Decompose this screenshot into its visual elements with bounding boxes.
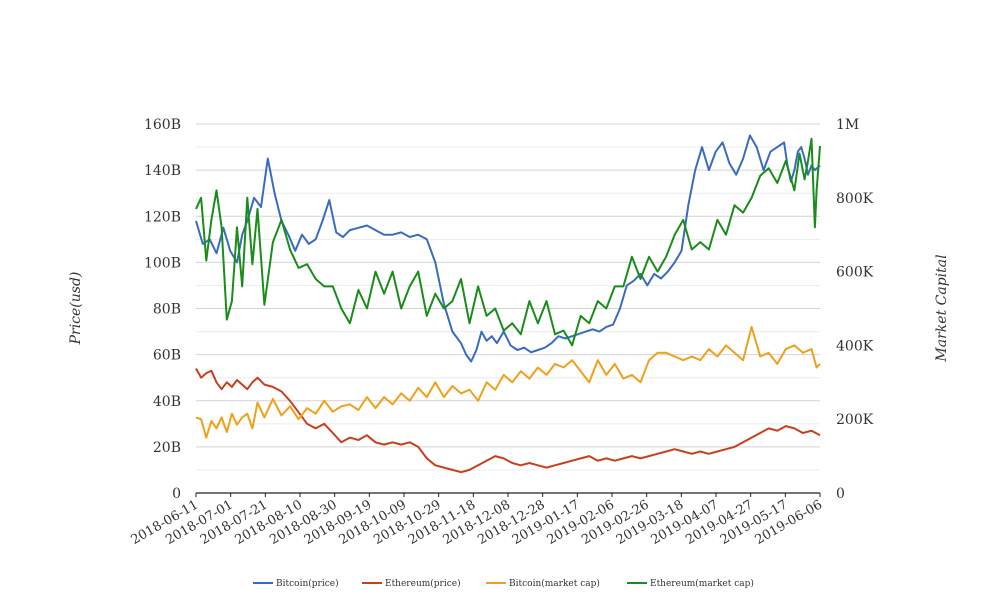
- left-tick-label: 100B: [144, 255, 181, 271]
- right-axis-title: Market Capital: [934, 254, 950, 362]
- series-layer: [195, 134, 821, 474]
- right-tick-label: 0: [836, 486, 845, 502]
- right-tick-label: 1M: [836, 117, 859, 133]
- series-line-ethereum-price: [195, 368, 821, 474]
- left-tick-label: 0: [172, 486, 181, 502]
- series-line-ethereum-market-cap: [195, 137, 821, 347]
- left-tick-label: 140B: [144, 163, 181, 179]
- left-tick-label: 60B: [153, 348, 181, 364]
- right-tick-label: 400K: [836, 338, 874, 354]
- left-axis-ticks: 0 20B 40B 60B 80B 100B 120B 140B 160B: [144, 117, 181, 502]
- left-tick-label: 40B: [153, 394, 181, 410]
- series-line-bitcoin-market-cap: [195, 325, 821, 439]
- left-tick-label: 120B: [144, 209, 181, 225]
- left-axis-title: Price(usd): [68, 272, 84, 346]
- left-tick-label: 20B: [153, 440, 181, 456]
- right-tick-label: 600K: [836, 265, 874, 281]
- right-tick-label: 200K: [836, 412, 874, 428]
- right-axis-ticks: 0 200K 400K 600K 800K 1M: [836, 117, 874, 502]
- legend-label: Ethereum(market cap): [650, 578, 754, 589]
- legend: Bitcoin(price) Ethereum(price) Bitcoin(mar…: [253, 578, 754, 589]
- legend-label: Bitcoin(market cap): [509, 578, 600, 589]
- series-line-bitcoin-price: [195, 134, 821, 363]
- legend-label: Bitcoin(price): [276, 578, 339, 589]
- gridlines: [196, 123, 820, 471]
- right-tick-label: 800K: [836, 191, 874, 207]
- left-tick-label: 160B: [144, 117, 181, 133]
- x-axis-ticks: 2018-06-112018-07-012018-07-212018-08-10…: [129, 493, 825, 548]
- left-tick-label: 80B: [153, 302, 181, 318]
- legend-label: Ethereum(price): [385, 578, 461, 589]
